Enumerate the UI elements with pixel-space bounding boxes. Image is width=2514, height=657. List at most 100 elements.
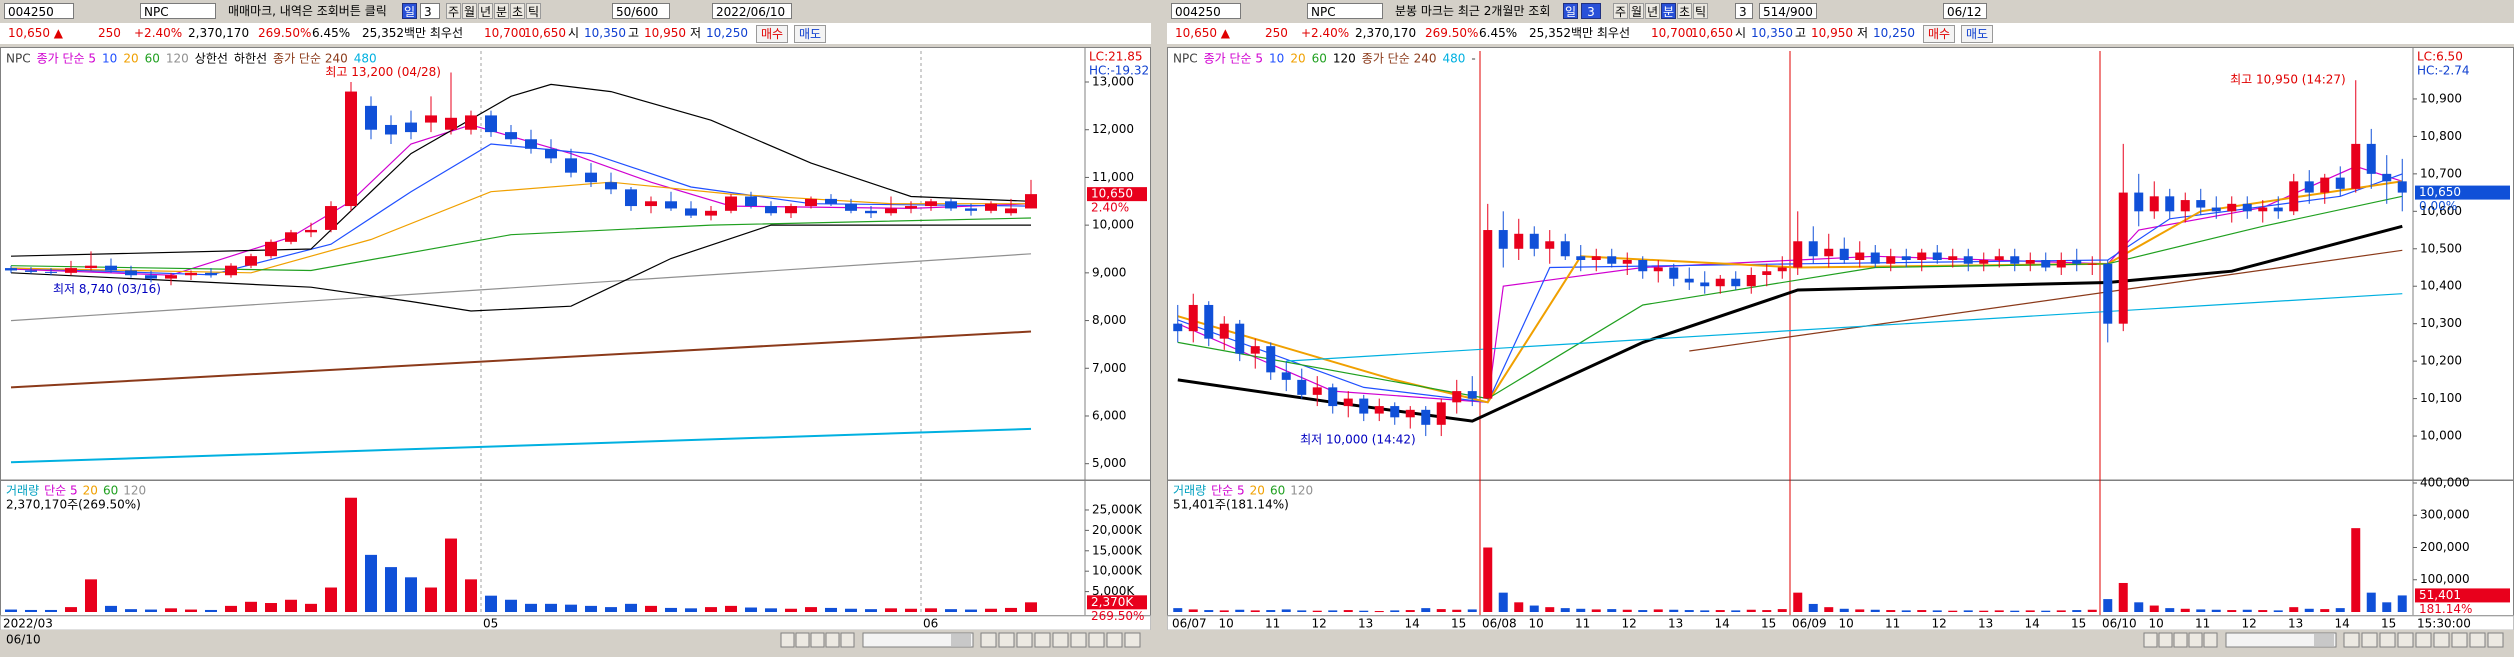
- toolbar-control[interactable]: 매도: [794, 25, 827, 43]
- scroll-button[interactable]: [780, 632, 795, 648]
- volume-bar: [1452, 609, 1462, 612]
- x-tick-label: 10: [2149, 617, 2164, 631]
- toolbar-control[interactable]: 틱: [526, 3, 541, 19]
- toolbar-control[interactable]: 초: [1677, 3, 1692, 19]
- zoom-button[interactable]: [2433, 632, 2450, 648]
- zoom-button[interactable]: [1106, 632, 1123, 648]
- zoom-button[interactable]: [2397, 632, 2414, 648]
- volume-bar: [545, 603, 557, 612]
- scroll-button[interactable]: [2173, 632, 2188, 648]
- zoom-button[interactable]: [1070, 632, 1087, 648]
- toolbar-control[interactable]: 분: [494, 3, 509, 19]
- scroll-button[interactable]: [795, 632, 810, 648]
- scroll-button[interactable]: [2203, 632, 2218, 648]
- zoom-button[interactable]: [2415, 632, 2432, 648]
- zoom-button[interactable]: [2469, 632, 2486, 648]
- toolbar-control[interactable]: 06/12: [1943, 3, 1987, 19]
- price-marker-label: 10,650: [2419, 185, 2461, 199]
- scroll-button[interactable]: [840, 632, 855, 648]
- x-end-label: 15:30:00: [2417, 617, 2471, 631]
- x-tick-label: 10: [1219, 617, 1234, 631]
- candle-body: [2320, 177, 2330, 193]
- toolbar-control[interactable]: 월: [462, 3, 477, 19]
- zoom-button[interactable]: [2343, 632, 2360, 648]
- toolbar-control[interactable]: 3: [1581, 3, 1601, 19]
- zoom-button[interactable]: [980, 632, 997, 648]
- volume-bar: [1281, 609, 1291, 612]
- toolbar-control[interactable]: NPC: [1307, 3, 1383, 19]
- zoom-button[interactable]: [2379, 632, 2396, 648]
- toolbar-control[interactable]: 년: [478, 3, 493, 19]
- scroll-button[interactable]: [2188, 632, 2203, 648]
- candle-body: [1886, 256, 1896, 264]
- toolbar-control[interactable]: 3: [1735, 3, 1753, 19]
- zoom-button[interactable]: [1034, 632, 1051, 648]
- candle-body: [1219, 323, 1229, 339]
- candle-body: [65, 268, 77, 273]
- scroll-button[interactable]: [810, 632, 825, 648]
- x-tick-label: 13: [1358, 617, 1373, 631]
- zoom-button[interactable]: [2487, 632, 2504, 648]
- scroll-track[interactable]: [862, 632, 974, 648]
- volume-bar: [505, 599, 517, 612]
- volume-bar: [925, 608, 937, 612]
- toolbar-control[interactable]: 50/600: [612, 3, 670, 19]
- toolbar-control[interactable]: NPC: [140, 3, 216, 19]
- toolbar-control[interactable]: 2022/06/10: [712, 3, 792, 19]
- zoom-button[interactable]: [2451, 632, 2468, 648]
- y-tick-label: 8,000: [1092, 313, 1126, 327]
- volume-bar: [225, 605, 237, 612]
- x-tick-label: 11: [1885, 617, 1900, 631]
- candle-body: [745, 196, 757, 207]
- toolbar-control[interactable]: 틱: [1693, 3, 1708, 19]
- volume-bar: [2320, 609, 2330, 612]
- scroll-thumb[interactable]: [951, 634, 971, 646]
- toolbar-control[interactable]: 매도: [1961, 25, 1994, 43]
- toolbar-control[interactable]: 분: [1661, 3, 1676, 19]
- zoom-button[interactable]: [1016, 632, 1033, 648]
- volume-bar: [905, 608, 917, 612]
- toolbar-control[interactable]: 주: [446, 3, 461, 19]
- candle-body: [665, 201, 677, 209]
- toolbar-control[interactable]: 초: [510, 3, 525, 19]
- volume-bar: [1700, 610, 1710, 612]
- scroll-button[interactable]: [2158, 632, 2173, 648]
- toolbar-control[interactable]: 004250: [1171, 3, 1241, 19]
- scroll-button[interactable]: [2143, 632, 2158, 648]
- volume-bar: [1901, 610, 1911, 612]
- price-marker: [1087, 187, 1147, 202]
- zoom-button[interactable]: [1052, 632, 1069, 648]
- zoom-button[interactable]: [1088, 632, 1105, 648]
- volume-bar: [1591, 609, 1601, 612]
- scroll-track[interactable]: [2225, 632, 2337, 648]
- volume-bar: [945, 609, 957, 612]
- toolbar-control[interactable]: 매수: [1923, 25, 1956, 43]
- toolbar-control[interactable]: 매수: [756, 25, 789, 43]
- toolbar-control[interactable]: 주: [1613, 3, 1628, 19]
- zoom-button[interactable]: [998, 632, 1015, 648]
- scroll-button[interactable]: [825, 632, 840, 648]
- volume-bar: [1777, 609, 1787, 612]
- volume-bar: [885, 608, 897, 612]
- toolbar-control[interactable]: 514/900: [1759, 3, 1817, 19]
- volume-bar: [1793, 592, 1803, 612]
- candle-body: [925, 201, 937, 207]
- toolbar-control[interactable]: 년: [1645, 3, 1660, 19]
- scroll-thumb[interactable]: [2314, 634, 2334, 646]
- candle-body: [45, 271, 57, 273]
- toolbar-control[interactable]: 004250: [4, 3, 74, 19]
- candle-body: [2134, 192, 2144, 212]
- toolbar-control[interactable]: 3: [420, 3, 440, 19]
- toolbar-text: 10,650 ▲: [1175, 26, 1231, 40]
- volume-bar: [2397, 595, 2407, 612]
- toolbar-control[interactable]: 일: [1563, 3, 1578, 19]
- toolbar-control[interactable]: 일: [402, 3, 417, 19]
- zoom-button[interactable]: [1124, 632, 1141, 648]
- candle-body: [1467, 391, 1477, 399]
- volume-bar: [2180, 608, 2190, 612]
- toolbar-control[interactable]: 월: [1629, 3, 1644, 19]
- ma-line: [10, 330, 1032, 389]
- volume-bar: [1622, 609, 1632, 612]
- candle-body: [425, 115, 437, 123]
- zoom-button[interactable]: [2361, 632, 2378, 648]
